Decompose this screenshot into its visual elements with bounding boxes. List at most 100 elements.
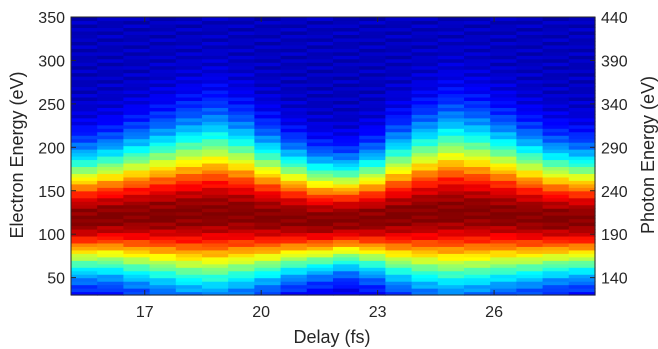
heatmap-cell (437, 114, 465, 119)
heatmap-cell (359, 131, 386, 136)
heatmap-cell (149, 253, 177, 258)
heatmap-cell (464, 274, 491, 279)
heatmap-cell (97, 281, 124, 286)
heatmap-cell (568, 83, 596, 88)
heatmap-cell (228, 215, 255, 220)
heatmap-cell (542, 222, 570, 227)
heatmap-cell (411, 235, 439, 240)
heatmap-cell (280, 187, 308, 192)
heatmap-cell (516, 93, 544, 98)
heatmap-cell (175, 232, 203, 237)
heatmap-cell (280, 131, 308, 136)
heatmap-cell (359, 58, 386, 63)
heatmap-cell (333, 62, 360, 67)
heatmap-cell (280, 62, 308, 67)
heatmap-cell (437, 263, 465, 268)
heatmap-cell (149, 211, 177, 216)
heatmap-cell (516, 41, 544, 46)
heatmap-cell (175, 242, 203, 247)
heatmap-cell (411, 201, 439, 206)
heatmap-cell (411, 138, 439, 143)
heatmap-cell (228, 270, 255, 275)
heatmap-cell (202, 242, 229, 247)
heatmap-cell (490, 215, 517, 220)
heatmap-cell (306, 246, 334, 251)
heatmap-cell (385, 149, 413, 154)
heatmap-cell (202, 138, 229, 143)
heatmap-cell (385, 274, 413, 279)
heatmap-cell (359, 20, 386, 25)
heatmap-cell (71, 162, 98, 168)
heatmap-cell (568, 76, 596, 81)
heatmap-cell (280, 107, 308, 112)
heatmap-cell (437, 79, 465, 84)
heatmap-cell (254, 23, 282, 29)
heatmap-cell (254, 142, 282, 147)
heatmap-cell (175, 117, 203, 122)
heatmap-cell (437, 142, 465, 147)
heatmap-cell (516, 27, 544, 32)
heatmap-cell (97, 197, 124, 202)
heatmap-cell (71, 37, 98, 42)
heatmap-cell (542, 187, 570, 192)
heatmap-cell (228, 149, 255, 154)
heatmap-cell (228, 166, 255, 171)
heatmap-cell (568, 232, 596, 237)
heatmap-cell (149, 103, 177, 108)
heatmap-cell (97, 69, 124, 74)
heatmap-cell (385, 249, 413, 254)
heatmap-cell (333, 249, 360, 254)
heatmap-cell (385, 166, 413, 171)
heatmap-cell (175, 169, 203, 174)
heatmap-cell (542, 235, 570, 240)
heatmap-cell (202, 27, 229, 32)
heatmap-cell (71, 176, 98, 181)
heatmap-cell (306, 291, 334, 296)
heatmap-cell (333, 48, 360, 53)
heatmap-cell (202, 149, 229, 154)
heatmap-cell (254, 62, 282, 67)
heatmap-cell (149, 48, 177, 53)
heatmap-cell (490, 58, 517, 63)
heatmap-cell (359, 260, 386, 265)
heatmap-cell (568, 86, 596, 91)
heatmap-cell (202, 121, 229, 126)
heatmap-cell (71, 107, 98, 112)
heatmap-cell (71, 169, 98, 174)
heatmap-cell (359, 253, 386, 258)
heatmap-cell (202, 69, 229, 74)
heatmap-cell (516, 183, 544, 188)
heatmap-cell (97, 17, 124, 22)
heatmap-cell (385, 197, 413, 202)
heatmap-cell (97, 124, 124, 129)
heatmap-cell (542, 228, 570, 234)
heatmap-cell (71, 208, 98, 213)
y-tick-label: 250 (38, 97, 65, 114)
heatmap-cell (280, 86, 308, 91)
heatmap-cell (359, 17, 386, 22)
heatmap-cell (516, 180, 544, 185)
heatmap-cell (228, 246, 255, 251)
heatmap-cell (123, 145, 151, 150)
heatmap-cell (71, 93, 98, 98)
heatmap-cell (306, 131, 334, 136)
heatmap-cell (228, 76, 255, 81)
heatmap-cell (333, 173, 360, 178)
heatmap-cell (149, 260, 177, 265)
heatmap-cell (490, 103, 517, 108)
heatmap-cell (149, 65, 177, 70)
heatmap-cell (71, 246, 98, 251)
heatmap-cell (464, 110, 491, 115)
heatmap-cell (228, 131, 255, 136)
heatmap-cell (254, 281, 282, 286)
heatmap-cell (359, 107, 386, 112)
heatmap-cell (149, 79, 177, 84)
heatmap-cell (359, 166, 386, 171)
heatmap-cell (411, 187, 439, 192)
heatmap-cell (97, 48, 124, 53)
heatmap-cell (385, 180, 413, 185)
heatmap-cell (437, 156, 465, 161)
heatmap-cell (254, 131, 282, 136)
heatmap-cell (149, 281, 177, 286)
heatmap-cell (175, 65, 203, 70)
